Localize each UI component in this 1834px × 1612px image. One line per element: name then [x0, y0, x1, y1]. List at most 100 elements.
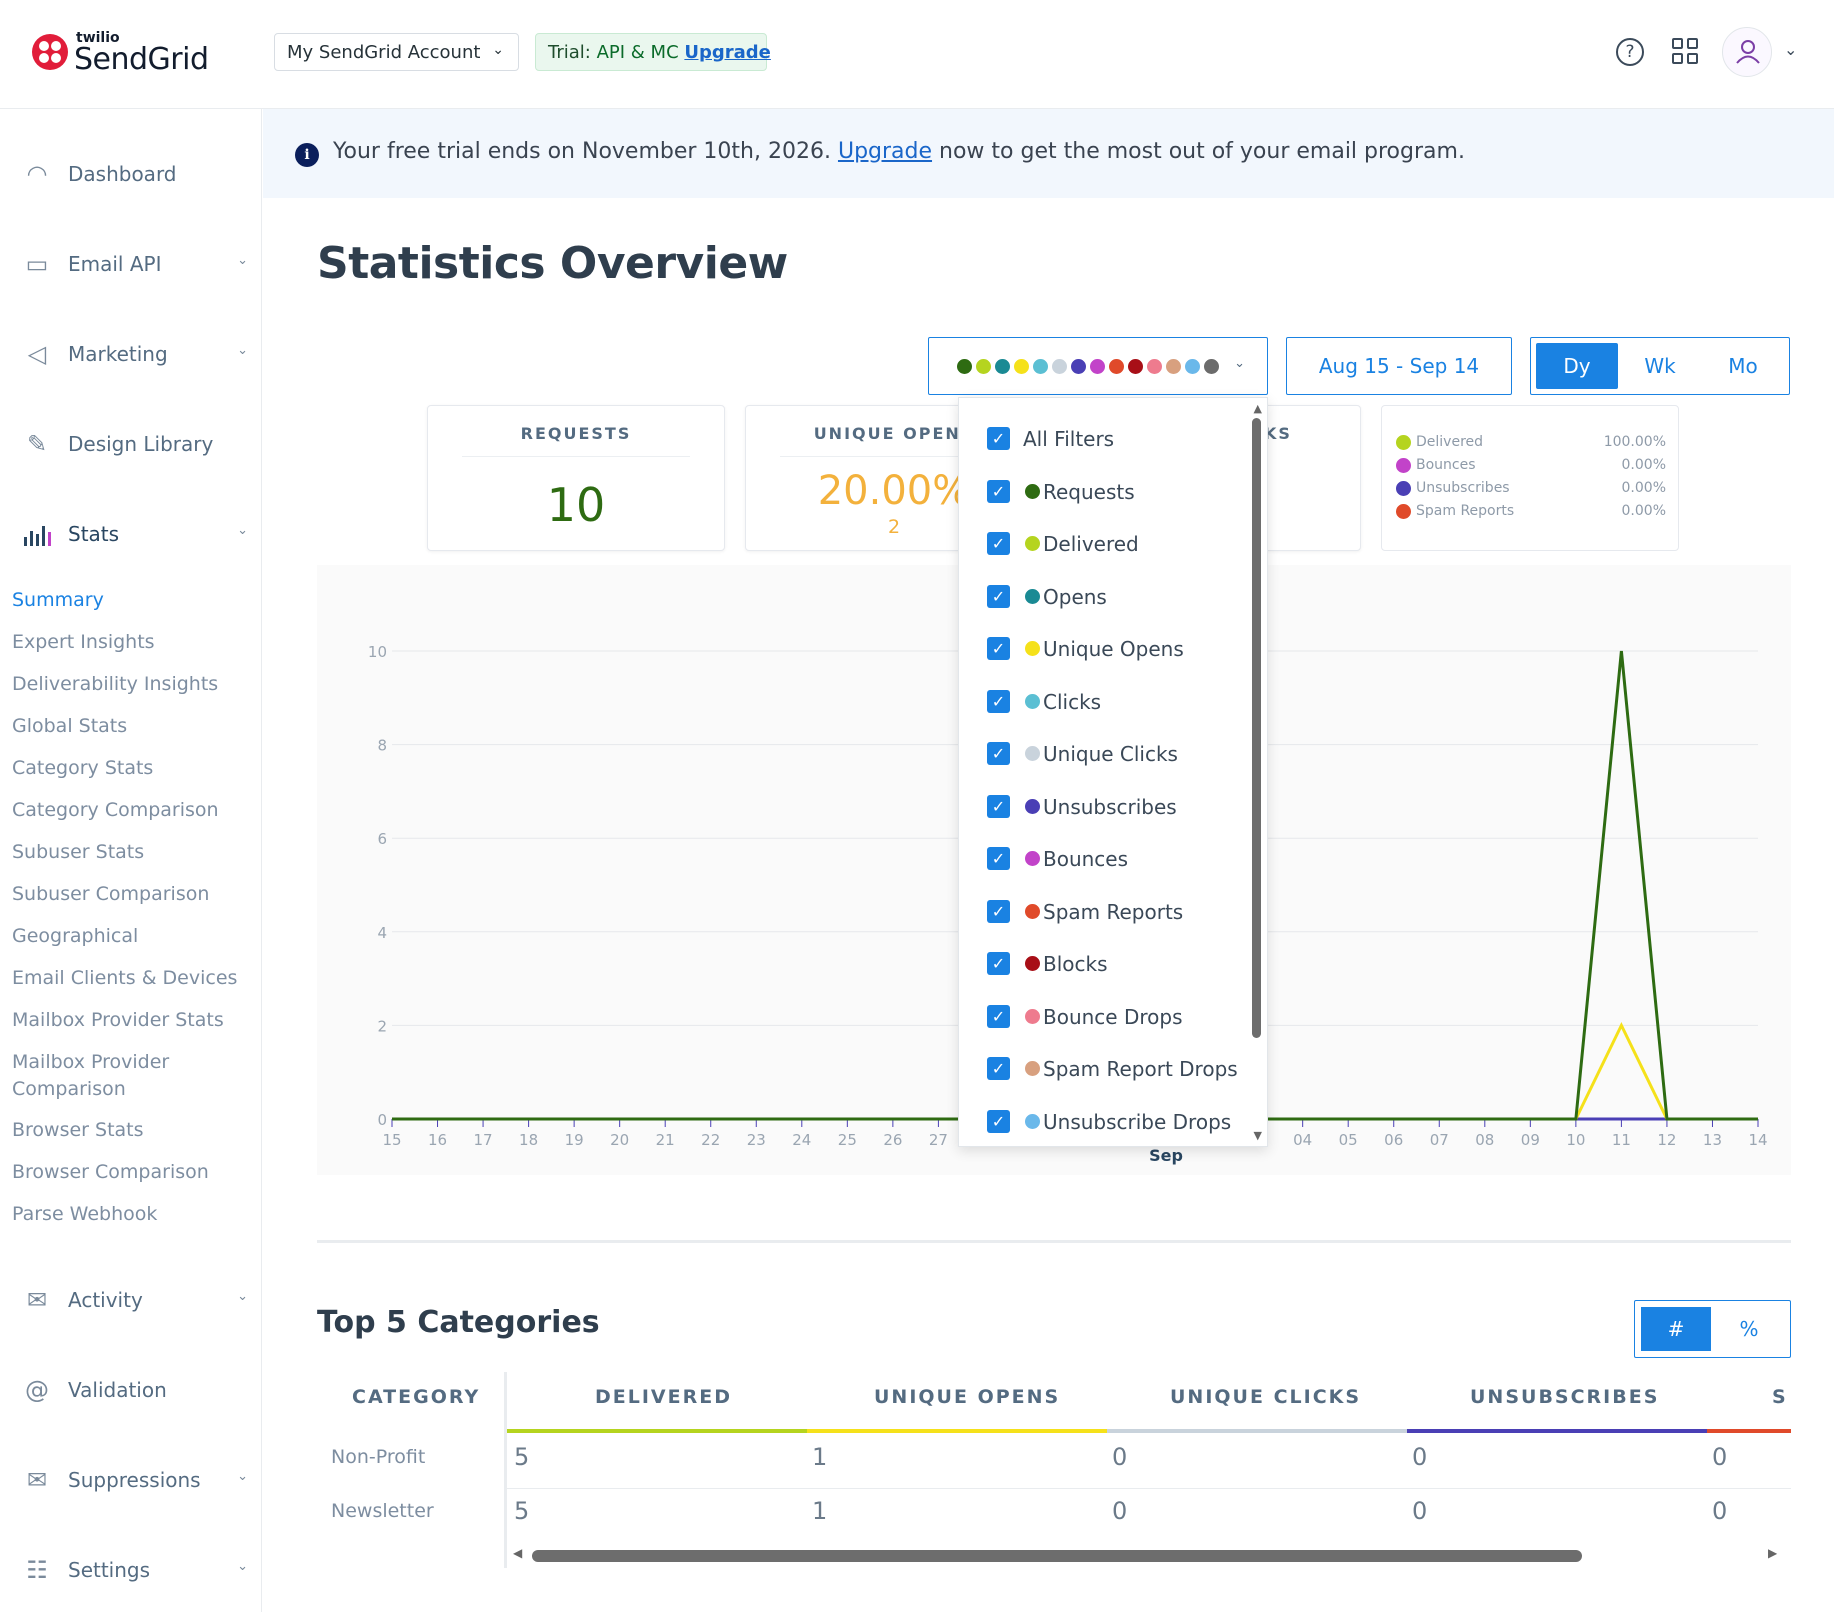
filter-option[interactable]: ✓ Opens [987, 582, 1247, 612]
filter-dot [1185, 359, 1200, 374]
checkbox-checked-icon[interactable]: ✓ [987, 952, 1010, 975]
stats-sub-email-clients[interactable]: Email Clients & Devices [12, 967, 238, 989]
filter-option-label: Unsubscribe Drops [1043, 1109, 1232, 1134]
legend-pct: 0.00% [1621, 480, 1666, 496]
filter-option[interactable]: ✓ Unique Opens [987, 634, 1247, 664]
checkbox-checked-icon[interactable]: ✓ [987, 847, 1010, 870]
stats-sub-geographical[interactable]: Geographical [12, 925, 139, 947]
stats-sub-subuser-stats[interactable]: Subuser Stats [12, 841, 145, 863]
filter-dot [1147, 359, 1162, 374]
filter-option[interactable]: ✓ Unsubscribes [987, 792, 1247, 822]
checkbox-checked-icon[interactable]: ✓ [987, 689, 1010, 713]
sidebar-item-design-library[interactable]: ✎ Design Library [0, 419, 262, 469]
checkbox-checked-icon[interactable]: ✓ [987, 637, 1010, 660]
stats-sub-browser-comparison[interactable]: Browser Comparison [12, 1161, 209, 1183]
section-divider [317, 1240, 1791, 1243]
checkbox-checked-icon[interactable]: ✓ [987, 479, 1010, 503]
banner-text-after: now to get the most out of your email pr… [939, 139, 1465, 164]
checkbox-checked-icon[interactable]: ✓ [987, 427, 1010, 450]
stats-sub-parse-webhook[interactable]: Parse Webhook [12, 1203, 158, 1225]
checkbox-checked-icon[interactable]: ✓ [987, 742, 1010, 765]
toggle-percent-button[interactable]: % [1739, 1317, 1759, 1341]
sidebar-item-stats[interactable]: Stats ⌄ [0, 509, 262, 559]
filter-option[interactable]: ✓ Requests [987, 477, 1247, 507]
sidebar-item-suppressions[interactable]: ✉ Suppressions ⌄ [0, 1455, 262, 1505]
banner-upgrade-link[interactable]: Upgrade [837, 139, 933, 164]
filter-dot [1052, 359, 1067, 374]
trial-upgrade-link[interactable]: Upgrade [684, 42, 771, 63]
checkbox-checked-icon[interactable]: ✓ [987, 899, 1010, 923]
period-week-button[interactable]: Wk [1644, 354, 1676, 378]
filter-option[interactable]: ✓ Spam Report Drops [987, 1054, 1247, 1084]
stats-sub-summary[interactable]: Summary [12, 589, 104, 611]
stats-sub-browser-stats[interactable]: Browser Stats [12, 1119, 144, 1141]
sidebar-item-email-api[interactable]: ▭ Email API ⌄ [0, 239, 262, 289]
checkbox-checked-icon[interactable]: ✓ [987, 1004, 1010, 1028]
chevron-down-icon[interactable]: ⌄ [1784, 40, 1798, 59]
stats-sub-subuser-comparison[interactable]: Subuser Comparison [12, 883, 210, 905]
col-header-category: CATEGORY [352, 1386, 481, 1408]
logo-sendgrid-text: SendGrid [74, 42, 209, 77]
checkbox-checked-icon[interactable]: ✓ [987, 584, 1010, 608]
stats-sub-expert-insights[interactable]: Expert Insights [12, 631, 155, 653]
filter-option[interactable]: ✓ Unsubscribe Drops [987, 1107, 1247, 1137]
filter-select-button[interactable]: ⌄ [928, 337, 1268, 395]
filter-option[interactable]: ✓ Unique Clicks [987, 739, 1247, 769]
filter-option[interactable]: ✓ All Filters [987, 424, 1247, 454]
period-month-button[interactable]: Mo [1728, 354, 1758, 378]
legend-row: Unsubscribes 0.00% [1396, 478, 1666, 500]
checkbox-checked-icon[interactable]: ✓ [987, 794, 1010, 818]
period-day-button[interactable]: Dy [1536, 343, 1618, 389]
filter-color-dot [1025, 851, 1040, 866]
filter-option[interactable]: ✓ Spam Reports [987, 897, 1247, 927]
stat-card-label: UNIQUE OPENS [813, 424, 975, 443]
table-horizontal-scrollbar[interactable] [532, 1550, 1582, 1562]
checkbox-checked-icon[interactable]: ✓ [987, 532, 1010, 555]
scroll-up-icon[interactable]: ▲ [1253, 402, 1262, 415]
apps-grid-icon[interactable] [1668, 34, 1704, 70]
checkbox-checked-icon[interactable]: ✓ [987, 1057, 1010, 1080]
filter-option[interactable]: ✓ Bounce Drops [987, 1002, 1247, 1032]
filter-option[interactable]: ✓ Bounces [987, 844, 1247, 874]
sidebar-item-validation[interactable]: @ Validation [0, 1365, 262, 1415]
filter-option[interactable]: ✓ Delivered [987, 529, 1247, 559]
date-range-button[interactable]: Aug 15 - Sep 14 [1286, 337, 1512, 395]
sidebar-item-label: Marketing [68, 342, 168, 366]
sidebar-item-activity[interactable]: ✉ Activity ⌄ [0, 1275, 262, 1325]
scroll-right-icon[interactable]: ▶ [1768, 1546, 1778, 1560]
help-icon[interactable]: ? [1612, 34, 1648, 70]
toggle-count-button[interactable]: # [1641, 1307, 1711, 1351]
filter-dot [1109, 359, 1124, 374]
legend-label: Bounces [1416, 457, 1476, 473]
checkbox-checked-icon[interactable]: ✓ [987, 1109, 1010, 1133]
account-select[interactable]: My SendGrid Account ⌄ [274, 33, 519, 71]
stats-sub-category-stats[interactable]: Category Stats [12, 757, 154, 779]
filter-option[interactable]: ✓ Blocks [987, 949, 1247, 979]
sidebar-item-dashboard[interactable]: ◠ Dashboard [0, 149, 262, 199]
sendgrid-logo[interactable]: twilio SendGrid [32, 30, 212, 78]
gauge-icon: ◠ [26, 160, 48, 188]
scroll-down-icon[interactable]: ▼ [1253, 1129, 1262, 1142]
stats-sub-mailbox-provider-stats[interactable]: Mailbox Provider Stats [12, 1009, 224, 1031]
legend-dot [1396, 458, 1411, 473]
filter-option-label: Clicks [1043, 689, 1102, 714]
col-bar-unique-clicks [1107, 1429, 1407, 1433]
filter-dot [1033, 359, 1048, 374]
stats-sub-deliverability-insights[interactable]: Deliverability Insights [12, 673, 219, 695]
sidebar-item-marketing[interactable]: ◁ Marketing ⌄ [0, 329, 262, 379]
stats-sub-mailbox-provider-comparison[interactable]: Mailbox Provider Comparison [12, 1051, 170, 1100]
x-tick-label: 06 [1384, 1131, 1403, 1149]
x-tick-label: 12 [1657, 1131, 1676, 1149]
sidebar-item-settings[interactable]: ☷ Settings ⌄ [0, 1545, 262, 1595]
stat-card-value: 10 [546, 478, 606, 532]
stats-sub-category-comparison[interactable]: Category Comparison [12, 799, 219, 821]
scroll-left-icon[interactable]: ◀ [513, 1546, 523, 1560]
chevron-down-icon: ⌄ [237, 523, 248, 538]
user-avatar[interactable] [1722, 27, 1772, 77]
chevron-down-icon: ⌄ [492, 42, 504, 58]
twilio-logo-icon [32, 34, 68, 70]
dropdown-scrollbar[interactable] [1252, 418, 1261, 1038]
stats-sub-global-stats[interactable]: Global Stats [12, 715, 128, 737]
filter-option[interactable]: ✓ Clicks [987, 687, 1247, 717]
legend-label: Spam Reports [1416, 503, 1515, 519]
